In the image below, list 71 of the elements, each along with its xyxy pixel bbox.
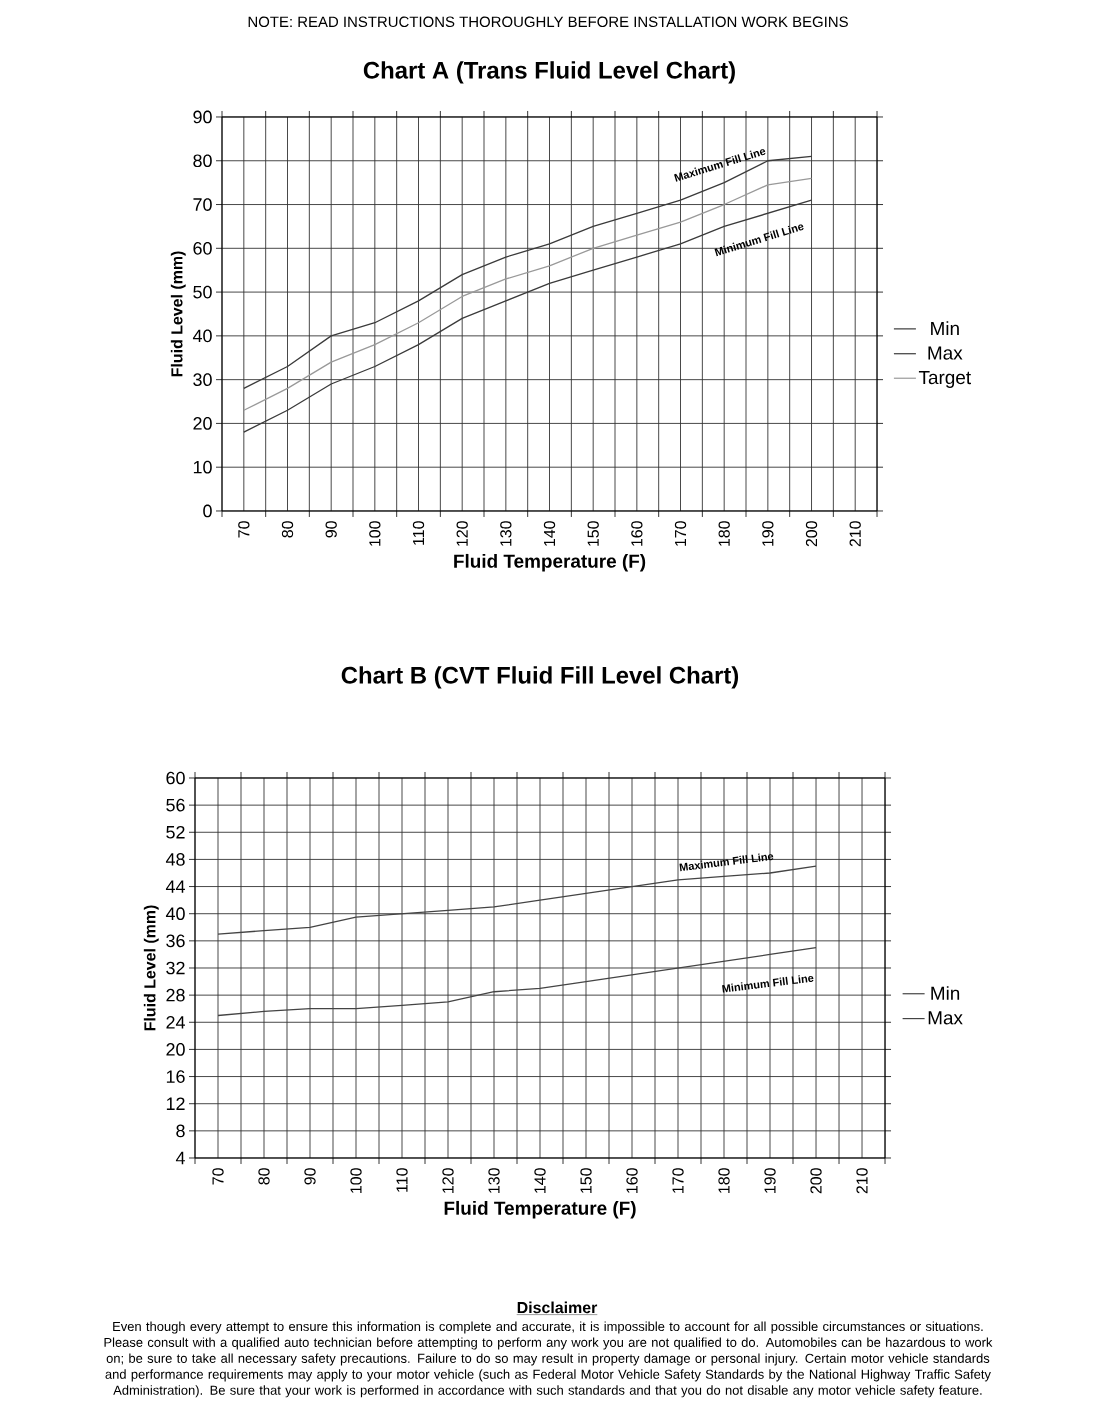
x-tick-label: 80 [281, 521, 294, 538]
chart-title: Chart A (Trans Fluid Level Chart) [363, 61, 735, 84]
y-tick-label: 52 [166, 825, 185, 839]
y-tick-label: 8 [176, 1124, 185, 1138]
x-tick-label: 180 [718, 521, 730, 546]
y-tick-label: 0 [203, 504, 212, 518]
y-tick-label: 40 [192, 329, 212, 343]
y-tick-label: 10 [193, 460, 212, 474]
x-tick-label: 100 [350, 1168, 362, 1193]
y-axis-title: Fluid Level (mm) [170, 251, 186, 377]
chart-title: Chart B (CVT Fluid Fill Level Chart) [341, 666, 739, 689]
x-tick-label: 130 [488, 1168, 500, 1193]
y-tick-label: 4 [175, 1151, 185, 1165]
annotation: Minimum Fill Line [722, 975, 814, 993]
y-tick-label: 90 [193, 110, 212, 124]
legend-label: Min [931, 986, 960, 1000]
legend-label: Max [928, 1011, 963, 1025]
y-tick-label: 28 [166, 988, 185, 1002]
x-tick-label: 120 [442, 1168, 454, 1193]
x-tick-label: 200 [810, 1168, 822, 1194]
x-tick-label: 160 [631, 521, 643, 546]
y-tick-label: 44 [165, 880, 185, 893]
x-tick-label: 170 [674, 521, 687, 546]
x-tick-label: 110 [412, 521, 425, 545]
x-tick-label: 100 [369, 521, 381, 546]
y-tick-label: 24 [166, 1016, 185, 1029]
legend-label: Min [931, 321, 959, 335]
x-tick-label: 90 [304, 1168, 316, 1185]
y-tick-label: 30 [193, 373, 212, 386]
annotation: Maximum Fill Line [679, 853, 774, 872]
y-tick-label: 16 [166, 1070, 185, 1083]
x-tick-label: 210 [856, 1168, 868, 1194]
y-tick-label: 20 [193, 417, 212, 430]
x-tick-label: 70 [238, 521, 250, 538]
y-axis-title: Fluid Level (mm) [143, 905, 159, 1031]
y-tick-label: 32 [166, 961, 185, 975]
x-tick-label: 110 [396, 1168, 408, 1192]
y-tick-label: 60 [193, 241, 212, 255]
y-tick-label: 36 [166, 934, 185, 948]
y-tick-label: 60 [166, 771, 185, 785]
x-tick-label: 120 [456, 521, 468, 546]
legend-label: Target [918, 370, 971, 388]
y-tick-label: 20 [166, 1043, 185, 1056]
x-tick-label: 140 [543, 521, 556, 546]
text: Disclaimer [517, 1301, 598, 1314]
text: NOTE: READ INSTRUCTIONS THOROUGHLY BEFORE INSTALLATION WORK BEGINS [248, 16, 848, 28]
x-tick-label: 80 [258, 1168, 270, 1185]
y-tick-label: 12 [166, 1097, 185, 1110]
x-tick-label: 70 [212, 1168, 224, 1185]
x-tick-label: 170 [672, 1168, 684, 1193]
x-tick-label: 210 [849, 521, 861, 547]
x-tick-label: 150 [587, 521, 599, 546]
y-tick-label: 50 [193, 285, 212, 299]
text: Even though every attempt to ensure this information is complete and accurate, it is impossible to account for all possible circumstances or situations. Please consult with a qualified auto technician before attempting to perform any work you are not qualified to do. Automobiles can be hazardous to work on; be sure to take all necessary safety precautions. Failure to do so may result in property damage or personal injury. Certain motor vehicle standards and performance requirements may apply to your motor vehicle (such as Federal Motor Vehicle Safety Standards by the National Highway Traffic Safety Administration). Be sure that your work is performed in accordance with such standards and that you do not disable any motor vehicle safety feature. [104, 1321, 993, 1398]
y-tick-label: 40 [165, 907, 185, 921]
x-tick-label: 130 [500, 521, 512, 546]
legend-label: Max [928, 346, 963, 360]
x-axis-title: Fluid Temperature (F) [454, 553, 646, 572]
x-tick-label: 180 [718, 1168, 730, 1193]
x-tick-label: 190 [764, 1168, 776, 1193]
x-axis-title: Fluid Temperature (F) [444, 1200, 636, 1219]
x-tick-label: 200 [805, 521, 818, 547]
x-tick-label: 190 [762, 521, 774, 546]
x-tick-label: 150 [580, 1168, 592, 1193]
y-tick-label: 70 [193, 198, 212, 211]
x-tick-label: 140 [534, 1168, 546, 1193]
y-tick-label: 48 [165, 853, 185, 866]
y-tick-label: 80 [193, 154, 212, 168]
y-tick-label: 56 [166, 798, 185, 812]
x-tick-label: 160 [626, 1168, 638, 1193]
x-tick-label: 90 [325, 521, 337, 538]
